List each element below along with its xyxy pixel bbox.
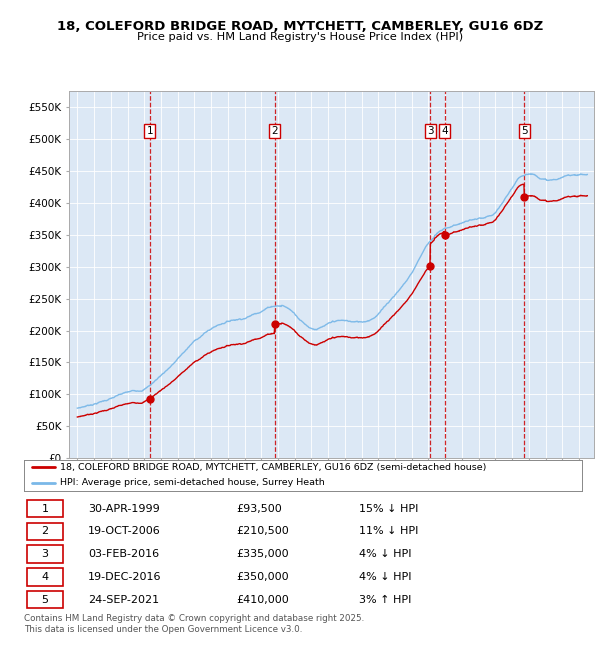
FancyBboxPatch shape — [27, 545, 63, 563]
Text: £210,500: £210,500 — [236, 526, 289, 536]
Text: 4% ↓ HPI: 4% ↓ HPI — [359, 549, 412, 559]
FancyBboxPatch shape — [27, 591, 63, 608]
Text: £350,000: £350,000 — [236, 572, 289, 582]
Text: 30-APR-1999: 30-APR-1999 — [88, 504, 160, 514]
Text: 3: 3 — [41, 549, 49, 559]
Text: 4: 4 — [41, 572, 49, 582]
Text: 18, COLEFORD BRIDGE ROAD, MYTCHETT, CAMBERLEY, GU16 6DZ (semi-detached house): 18, COLEFORD BRIDGE ROAD, MYTCHETT, CAMB… — [60, 463, 487, 472]
Text: £93,500: £93,500 — [236, 504, 282, 514]
FancyBboxPatch shape — [27, 568, 63, 586]
Text: 1: 1 — [146, 126, 153, 136]
Text: 03-FEB-2016: 03-FEB-2016 — [88, 549, 159, 559]
Text: 11% ↓ HPI: 11% ↓ HPI — [359, 526, 418, 536]
Text: HPI: Average price, semi-detached house, Surrey Heath: HPI: Average price, semi-detached house,… — [60, 478, 325, 488]
Text: 15% ↓ HPI: 15% ↓ HPI — [359, 504, 418, 514]
Text: 2: 2 — [271, 126, 278, 136]
Text: £335,000: £335,000 — [236, 549, 289, 559]
Text: 3% ↑ HPI: 3% ↑ HPI — [359, 595, 411, 604]
FancyBboxPatch shape — [27, 523, 63, 540]
Text: 24-SEP-2021: 24-SEP-2021 — [88, 595, 159, 604]
Text: 5: 5 — [521, 126, 527, 136]
Text: Price paid vs. HM Land Registry's House Price Index (HPI): Price paid vs. HM Land Registry's House … — [137, 32, 463, 42]
Text: 19-DEC-2016: 19-DEC-2016 — [88, 572, 161, 582]
Text: 4: 4 — [442, 126, 448, 136]
Text: 19-OCT-2006: 19-OCT-2006 — [88, 526, 161, 536]
Text: 3: 3 — [427, 126, 433, 136]
Text: 5: 5 — [41, 595, 49, 604]
Text: 18, COLEFORD BRIDGE ROAD, MYTCHETT, CAMBERLEY, GU16 6DZ: 18, COLEFORD BRIDGE ROAD, MYTCHETT, CAMB… — [57, 20, 543, 32]
Text: £410,000: £410,000 — [236, 595, 289, 604]
Text: Contains HM Land Registry data © Crown copyright and database right 2025.
This d: Contains HM Land Registry data © Crown c… — [24, 614, 364, 634]
Text: 1: 1 — [41, 504, 49, 514]
Text: 2: 2 — [41, 526, 49, 536]
Text: 4% ↓ HPI: 4% ↓ HPI — [359, 572, 412, 582]
FancyBboxPatch shape — [27, 500, 63, 517]
